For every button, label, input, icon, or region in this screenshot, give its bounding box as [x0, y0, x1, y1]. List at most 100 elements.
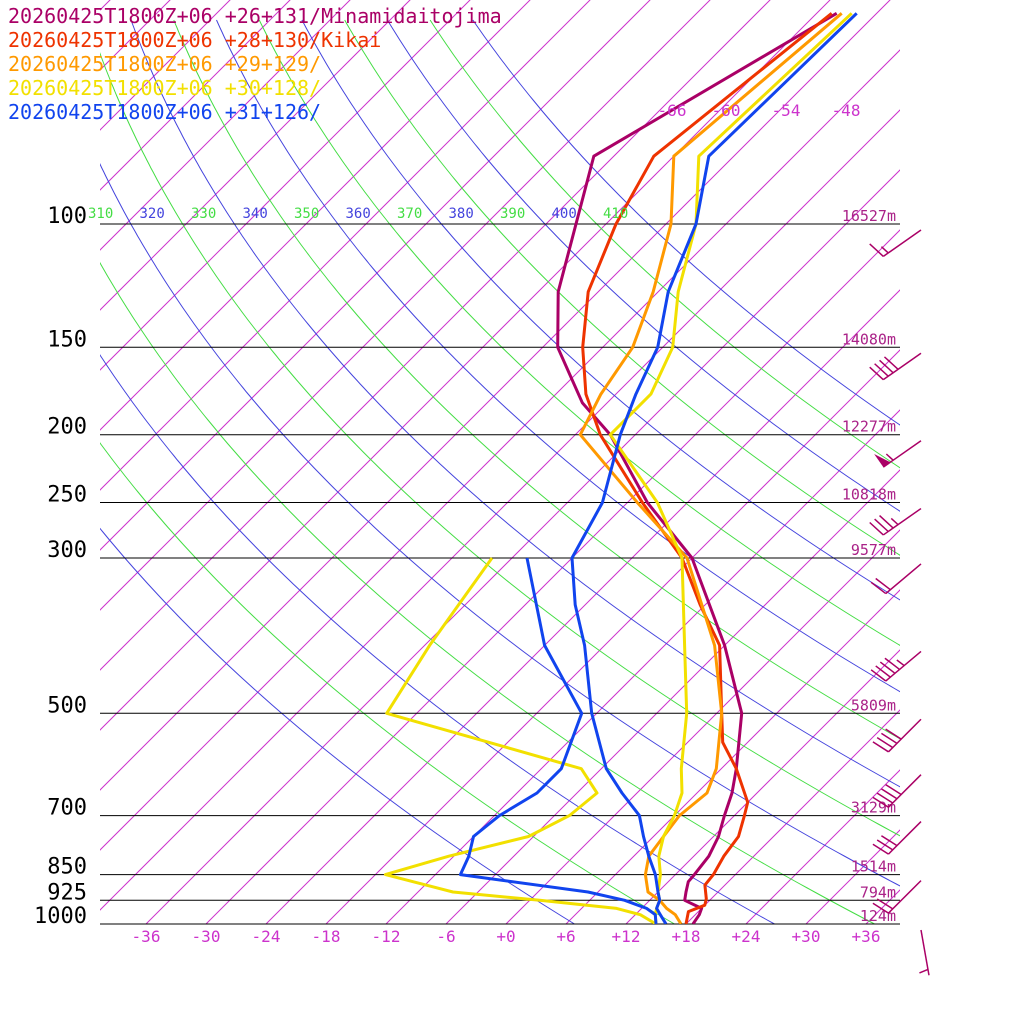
isotherm-line — [100, 0, 531, 431]
dry-adiabat-line — [100, 163, 900, 887]
wind-barb — [919, 929, 930, 976]
wind-barb — [872, 880, 922, 914]
height-label: 124m — [860, 907, 896, 925]
temperature-line — [608, 12, 853, 924]
dry-adiabat-line — [472, 19, 900, 426]
height-label: 14080m — [842, 330, 896, 348]
pressure-label: 1000 — [34, 904, 87, 929]
dry-adiabat-line — [130, 19, 900, 788]
isotherm-line — [100, 0, 111, 11]
wind-barb — [870, 650, 922, 682]
wind-barb — [872, 718, 922, 753]
upper-temp-label: -66 — [658, 101, 687, 120]
temperature-line — [570, 12, 858, 924]
wind-barb — [874, 440, 922, 468]
theta-label: 380 — [449, 206, 474, 222]
theta-label: 370 — [397, 206, 422, 222]
dry-adiabat-line — [301, 19, 900, 601]
dry-adiabat-line — [100, 442, 675, 924]
legend-entry: 20260425T1800Z+06 +31+126/ — [8, 100, 321, 124]
temperature-line — [578, 12, 843, 924]
pressure-label: 925 — [47, 880, 87, 905]
legend-entry: 20260425T1800Z+06 +30+128/ — [8, 76, 321, 100]
isotherm-lines — [0, 0, 900, 924]
isotherm-line — [265, 289, 900, 924]
height-label: 16527m — [842, 207, 896, 225]
isotherm-line — [0, 0, 132, 924]
wind-barb — [872, 774, 922, 808]
pressure-label: 700 — [47, 796, 87, 821]
dewpoint-line — [383, 557, 657, 924]
upper-temp-label: -60 — [712, 101, 741, 120]
height-label: 1514m — [851, 858, 896, 876]
height-label: 5809m — [851, 696, 896, 714]
wind-barb — [869, 352, 922, 381]
upper-temp-label: -54 — [772, 101, 801, 120]
wind-barb — [870, 563, 922, 595]
isotherm-line — [100, 0, 651, 551]
temp-tick-label: +36 — [852, 927, 881, 946]
temperature-line — [556, 12, 838, 924]
isotherm-line — [805, 829, 900, 924]
height-label: 9577m — [851, 541, 896, 559]
theta-label: 330 — [191, 206, 216, 222]
temp-tick-label: -18 — [312, 927, 341, 946]
isotherm-line — [100, 0, 711, 611]
theta-label: 390 — [500, 206, 525, 222]
theta-label: 310 — [88, 206, 113, 222]
temp-tick-label: +0 — [496, 927, 515, 946]
legend-entry: 20260425T1800Z+06 +26+131/Minamidaitojim… — [8, 4, 502, 28]
temp-tick-label: -6 — [436, 927, 455, 946]
temperature-line — [581, 12, 833, 924]
isobar-lines — [100, 223, 900, 925]
isotherm-line — [100, 0, 231, 131]
isotherm-line — [625, 649, 900, 924]
height-label: 3129m — [851, 799, 896, 817]
isotherm-line — [100, 0, 891, 791]
temp-tick-label: -30 — [192, 927, 221, 946]
sounding-lines — [383, 12, 858, 924]
dry-adiabat-line — [100, 52, 900, 837]
legend-entry: 20260425T1800Z+06 +28+130/Kikai — [8, 28, 381, 52]
theta-label: 340 — [243, 206, 268, 222]
pressure-label: 500 — [47, 693, 87, 718]
temp-tick-label: -12 — [372, 927, 401, 946]
wind-barbs — [869, 229, 930, 976]
theta-label: 400 — [552, 206, 577, 222]
wind-barb — [869, 507, 922, 536]
dry-adiabat-line — [100, 261, 875, 924]
legend: 20260425T1800Z+06 +26+131/Minamidaitojim… — [8, 4, 502, 124]
dry-adiabat-lines — [100, 19, 900, 924]
wind-barb — [872, 821, 922, 855]
pressure-label: 200 — [47, 415, 87, 440]
isotherm-line — [445, 469, 900, 924]
pressure-label: 300 — [47, 538, 87, 563]
pressure-label: 250 — [47, 483, 87, 508]
legend-entry: 20260425T1800Z+06 +29+129/ — [8, 52, 321, 76]
height-label: 12277m — [842, 418, 896, 436]
temp-tick-label: +12 — [612, 927, 641, 946]
isotherm-line — [0, 0, 192, 924]
temp-tick-label: +24 — [732, 927, 761, 946]
theta-label: 360 — [346, 206, 371, 222]
isotherm-line — [100, 49, 900, 851]
pressure-label: 100 — [47, 204, 87, 229]
isotherm-line — [205, 229, 900, 924]
dry-adiabat-line — [344, 19, 900, 556]
temp-tick-label: +18 — [672, 927, 701, 946]
dry-adiabat-line — [258, 19, 900, 646]
isotherm-line — [0, 0, 72, 924]
pressure-label: 150 — [47, 327, 87, 352]
isotherm-line — [100, 0, 411, 311]
dewpoint-line — [458, 557, 658, 924]
height-label: 794m — [860, 883, 896, 901]
theta-label: 350 — [294, 206, 319, 222]
isotherm-line — [100, 0, 831, 731]
temp-tick-label: +6 — [556, 927, 575, 946]
isotherm-line — [100, 0, 471, 371]
height-label: 10818m — [842, 486, 896, 504]
isotherm-line — [145, 169, 900, 924]
dry-adiabat-line — [100, 354, 775, 924]
theta-label: 320 — [140, 206, 165, 222]
